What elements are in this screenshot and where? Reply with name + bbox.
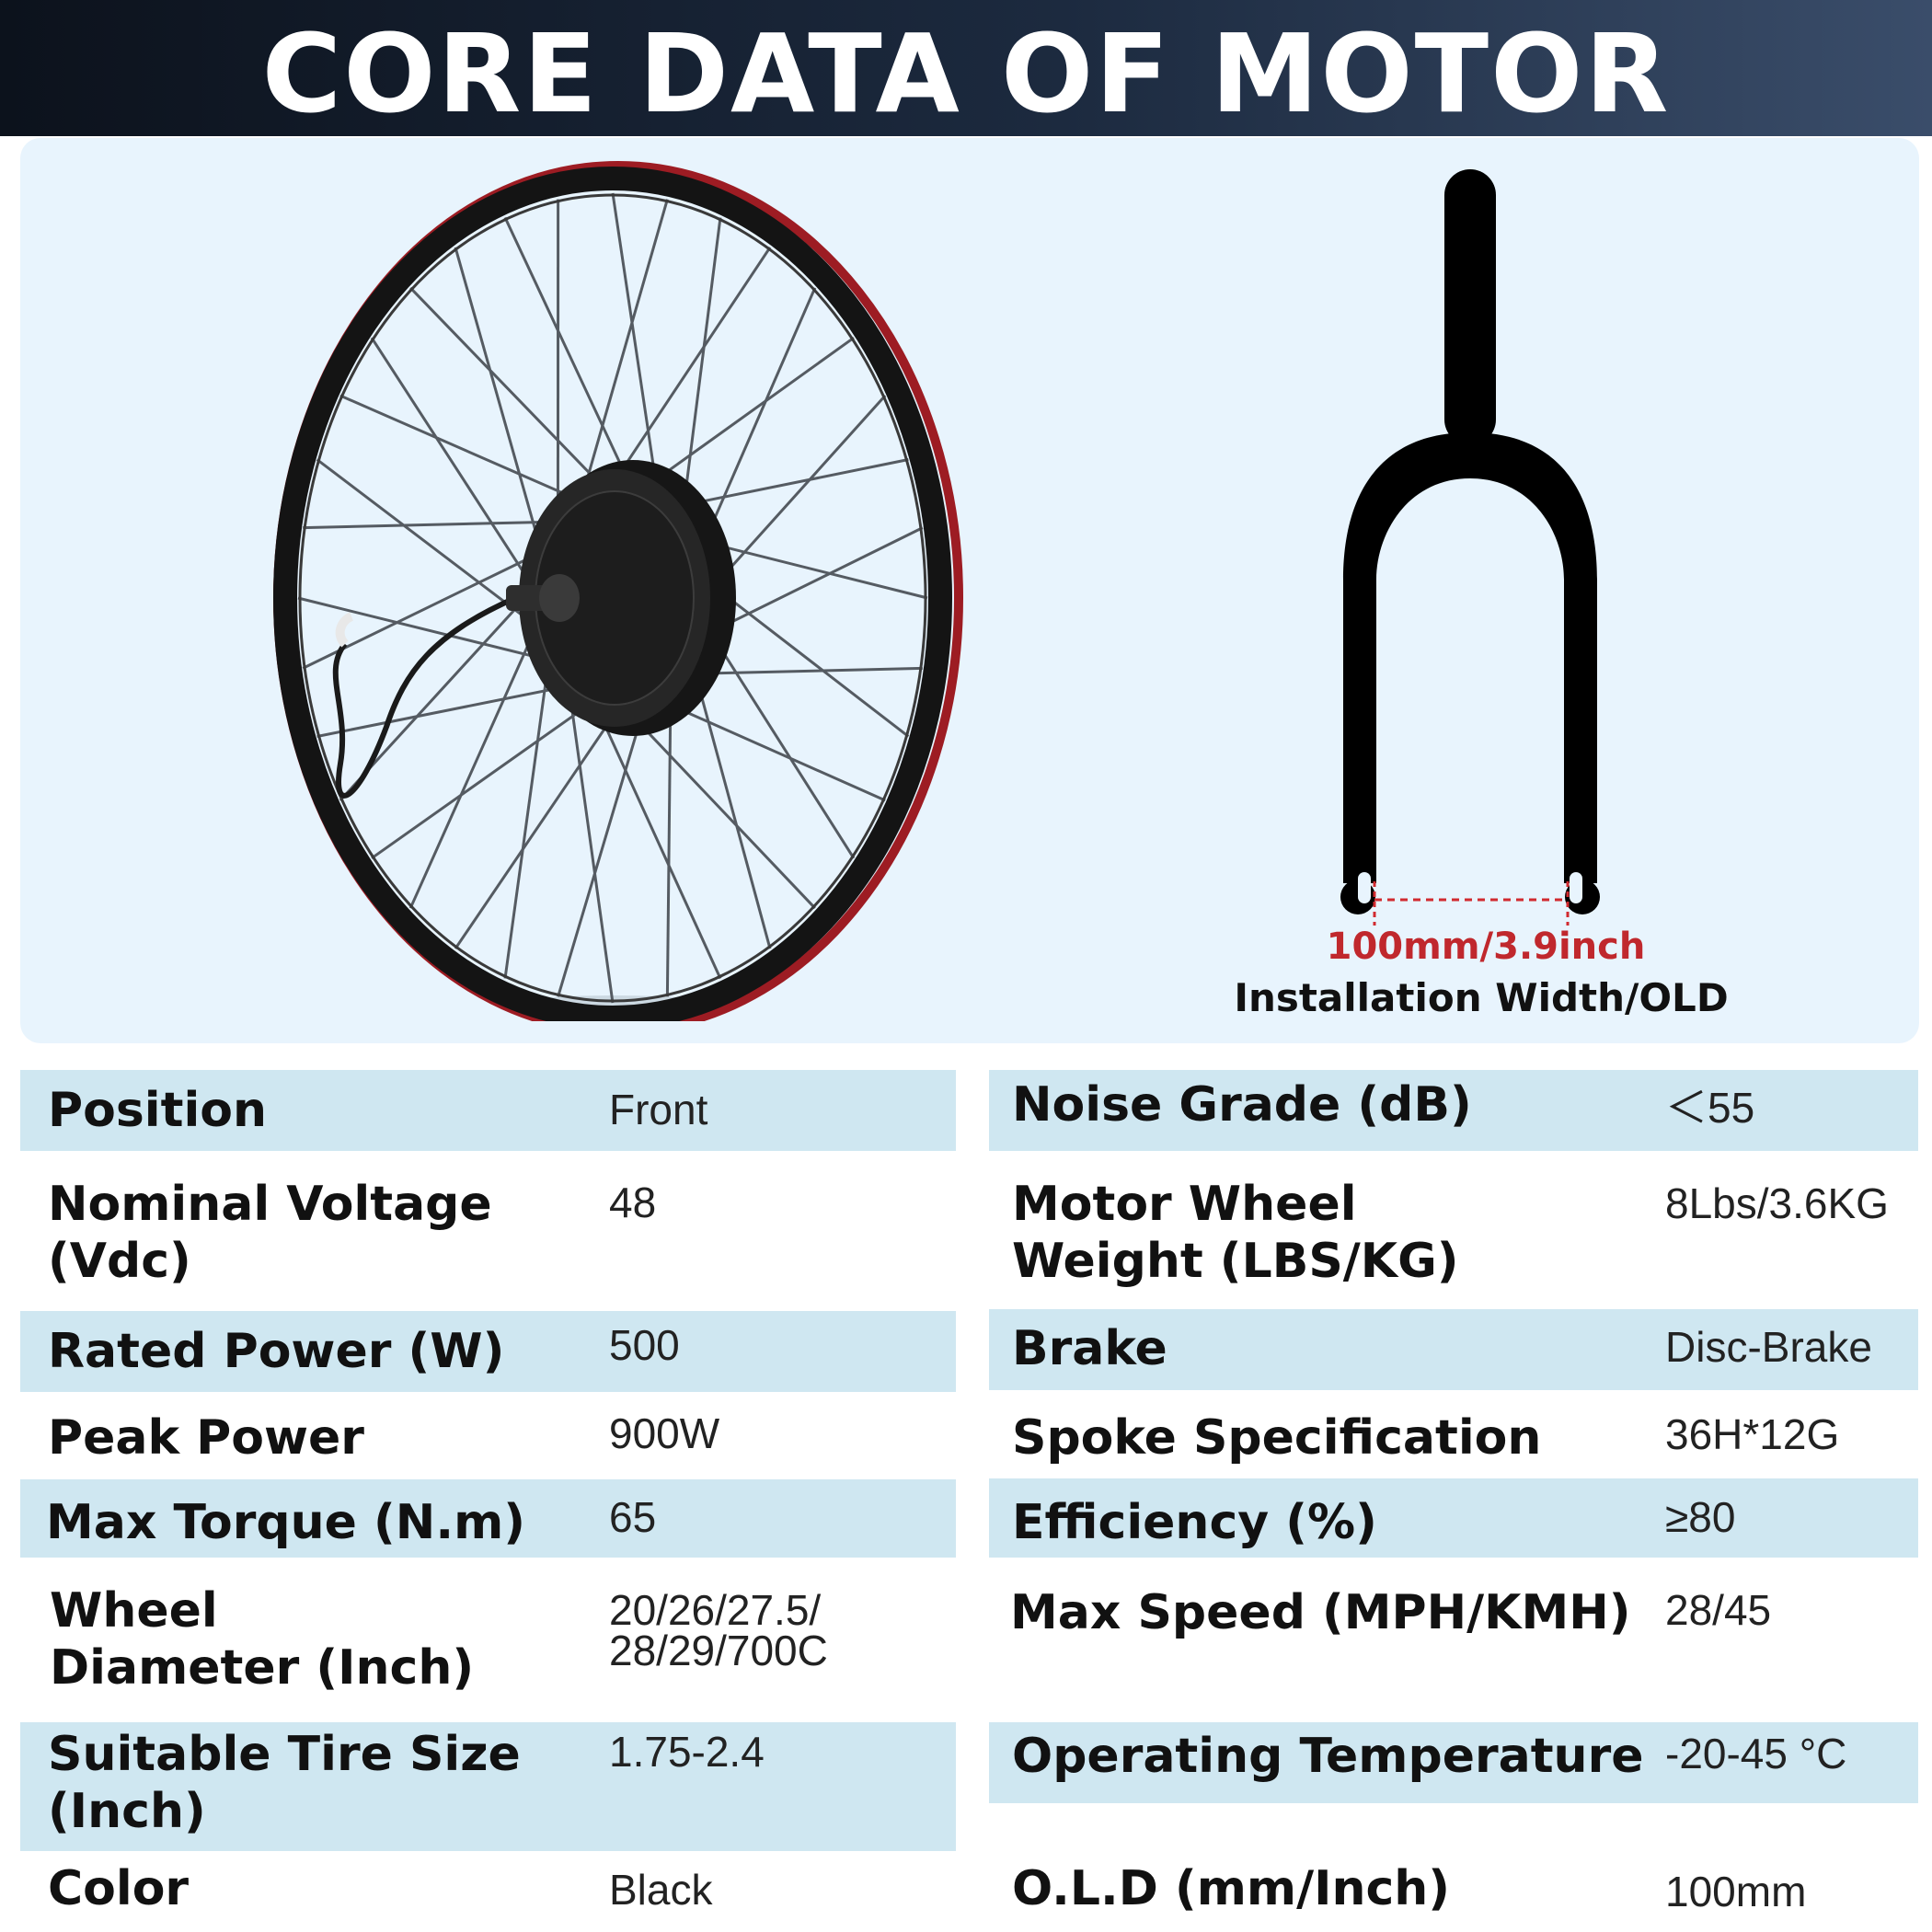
spec-label-wheel-weight: Motor Wheel Weight (LBS/KG) (1012, 1177, 1459, 1289)
spec-label-color: Color (48, 1861, 190, 1916)
spec-value-peak-power: 900W (609, 1409, 720, 1457)
spec-band (20, 1311, 956, 1392)
spec-label-rated-power: Rated Power (W) (48, 1324, 505, 1379)
wheel-spoke (303, 519, 584, 530)
spec-value-rated-power: 500 (609, 1321, 680, 1369)
spec-band (989, 1309, 1918, 1390)
spec-value-color: Black (609, 1866, 713, 1914)
spec-label-brake: Brake (1012, 1321, 1167, 1376)
spec-label-peak-power: Peak Power (48, 1410, 364, 1466)
spec-band (989, 1478, 1918, 1558)
motor-wheel-image (273, 161, 963, 1021)
spec-label-nominal-voltage: Nominal Voltage (Vdc) (48, 1177, 492, 1289)
spec-value-max-speed: 28/45 (1665, 1586, 1772, 1634)
spec-label-wheel-diameter: Wheel Diameter (Inch) (50, 1583, 475, 1696)
spec-label-old: O.L.D (mm/Inch) (1012, 1861, 1451, 1916)
installation-width-value: 100mm/3.9inch (1326, 926, 1646, 968)
wheel-spoke (302, 538, 568, 670)
spec-value-operating-temp: -20-45 °C (1665, 1730, 1847, 1777)
spec-value-noise-grade: ＜55 (1665, 1084, 1755, 1132)
spec-value-max-torque: 65 (609, 1493, 657, 1541)
product-hero-panel (20, 138, 1919, 1043)
spec-value-wheel-weight: 8Lbs/3.6KG (1665, 1179, 1889, 1227)
fork-diagram (1340, 169, 1600, 926)
spec-value-tire-size: 1.75-2.4 (609, 1728, 765, 1776)
spec-value-nominal-voltage: 48 (609, 1179, 657, 1226)
spec-band (20, 1722, 956, 1851)
spec-value-spoke-spec: 36H*12G (1665, 1410, 1840, 1458)
page-title: CORE DATA OF MOTOR (261, 10, 1671, 137)
spec-value-old: 100mm (1665, 1868, 1807, 1915)
spec-value-position: Front (609, 1086, 708, 1133)
spec-label-position: Position (48, 1083, 268, 1138)
spec-band (989, 1070, 1918, 1151)
spec-value-wheel-diameter: 20/26/27.5/ 28/29/700C (609, 1586, 828, 1674)
spec-band (20, 1479, 956, 1558)
spec-label-max-speed: Max Speed (MPH/KMH) (1010, 1585, 1631, 1640)
header-banner: CORE DATA OF MOTOR (0, 0, 1932, 137)
spec-label-tire-size: Suitable Tire Size (Inch) (48, 1727, 521, 1839)
wheel-spoke (316, 458, 561, 645)
wheel-spoke (297, 596, 575, 668)
spec-label-spoke-spec: Spoke Specification (1012, 1410, 1542, 1466)
spec-label-noise-grade: Noise Grade (dB) (1012, 1077, 1472, 1133)
installation-width-caption: Installation Width/OLD (1234, 975, 1729, 1020)
spec-value-efficiency: ≥80 (1665, 1493, 1736, 1541)
spec-band (20, 1070, 956, 1151)
spec-band (989, 1722, 1918, 1803)
spec-value-brake: Disc-Brake (1665, 1323, 1872, 1371)
spec-label-operating-temp: Operating Temperature (1012, 1729, 1644, 1784)
spec-label-max-torque: Max Torque (N.m) (46, 1495, 526, 1550)
spec-label-efficiency: Efficiency (%) (1012, 1495, 1377, 1550)
